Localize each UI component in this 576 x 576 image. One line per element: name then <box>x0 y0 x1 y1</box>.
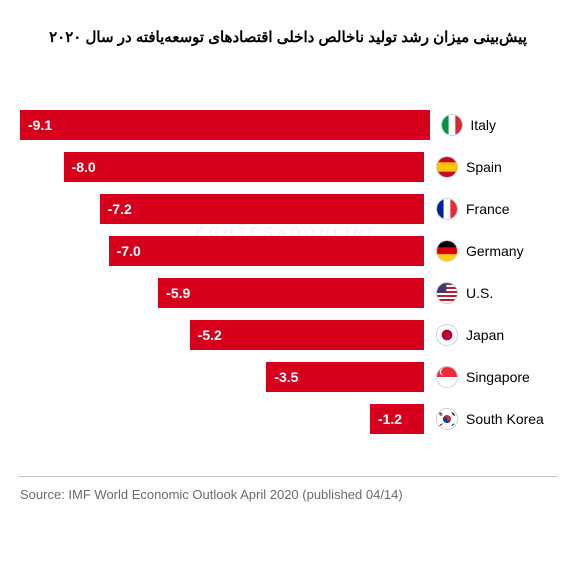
country-label: Italy <box>468 117 556 133</box>
us-flag-icon <box>430 278 464 308</box>
bar-zone: -9.1 <box>20 110 430 140</box>
bar-zone: -7.0 <box>20 236 424 266</box>
country-label: France <box>464 201 556 217</box>
bar-zone: -5.2 <box>20 320 424 350</box>
bar: -3.5 <box>266 362 424 392</box>
chart-row: -7.0 Germany <box>20 232 556 270</box>
bar-zone: -1.2 <box>20 404 424 434</box>
fr-flag-icon <box>430 194 464 224</box>
chart-row: -1.2 South Korea <box>20 400 556 438</box>
country-label: Germany <box>464 243 556 259</box>
chart-row: -8.0 Spain <box>20 148 556 186</box>
chart-row: -3.5 Singapore <box>20 358 556 396</box>
bar-zone: -8.0 <box>20 152 424 182</box>
chart-row: -7.2 France <box>20 190 556 228</box>
bar: -5.2 <box>190 320 424 350</box>
source-text: Source: IMF World Economic Outlook April… <box>0 477 576 502</box>
country-label: South Korea <box>464 411 556 427</box>
chart-row: -9.1 Italy <box>20 106 556 144</box>
country-label: Japan <box>464 327 556 343</box>
de-flag-icon <box>430 236 464 266</box>
chart-title: پیش‌بینی میزان رشد تولید ناخالص داخلی اق… <box>0 0 576 56</box>
country-label: Singapore <box>464 369 556 385</box>
bar: -9.1 <box>20 110 430 140</box>
sg-flag-icon <box>430 362 464 392</box>
bar: -1.2 <box>370 404 424 434</box>
bar: -7.2 <box>100 194 424 224</box>
bar-zone: -7.2 <box>20 194 424 224</box>
country-label: U.S. <box>464 285 556 301</box>
chart-row: -5.2 Japan <box>20 316 556 354</box>
bar-zone: -5.9 <box>20 278 424 308</box>
es-flag-icon <box>430 152 464 182</box>
kr-flag-icon <box>430 404 464 434</box>
bar: -5.9 <box>158 278 424 308</box>
chart-row: -5.9 U.S. <box>20 274 556 312</box>
bar: -7.0 <box>109 236 424 266</box>
bar-zone: -3.5 <box>20 362 424 392</box>
jp-flag-icon <box>430 320 464 350</box>
country-label: Spain <box>464 159 556 175</box>
bar: -8.0 <box>64 152 424 182</box>
it-flag-icon <box>436 110 468 140</box>
bar-chart: -9.1Italy-8.0Spain-7.2France-7.0Germany-… <box>0 56 576 462</box>
